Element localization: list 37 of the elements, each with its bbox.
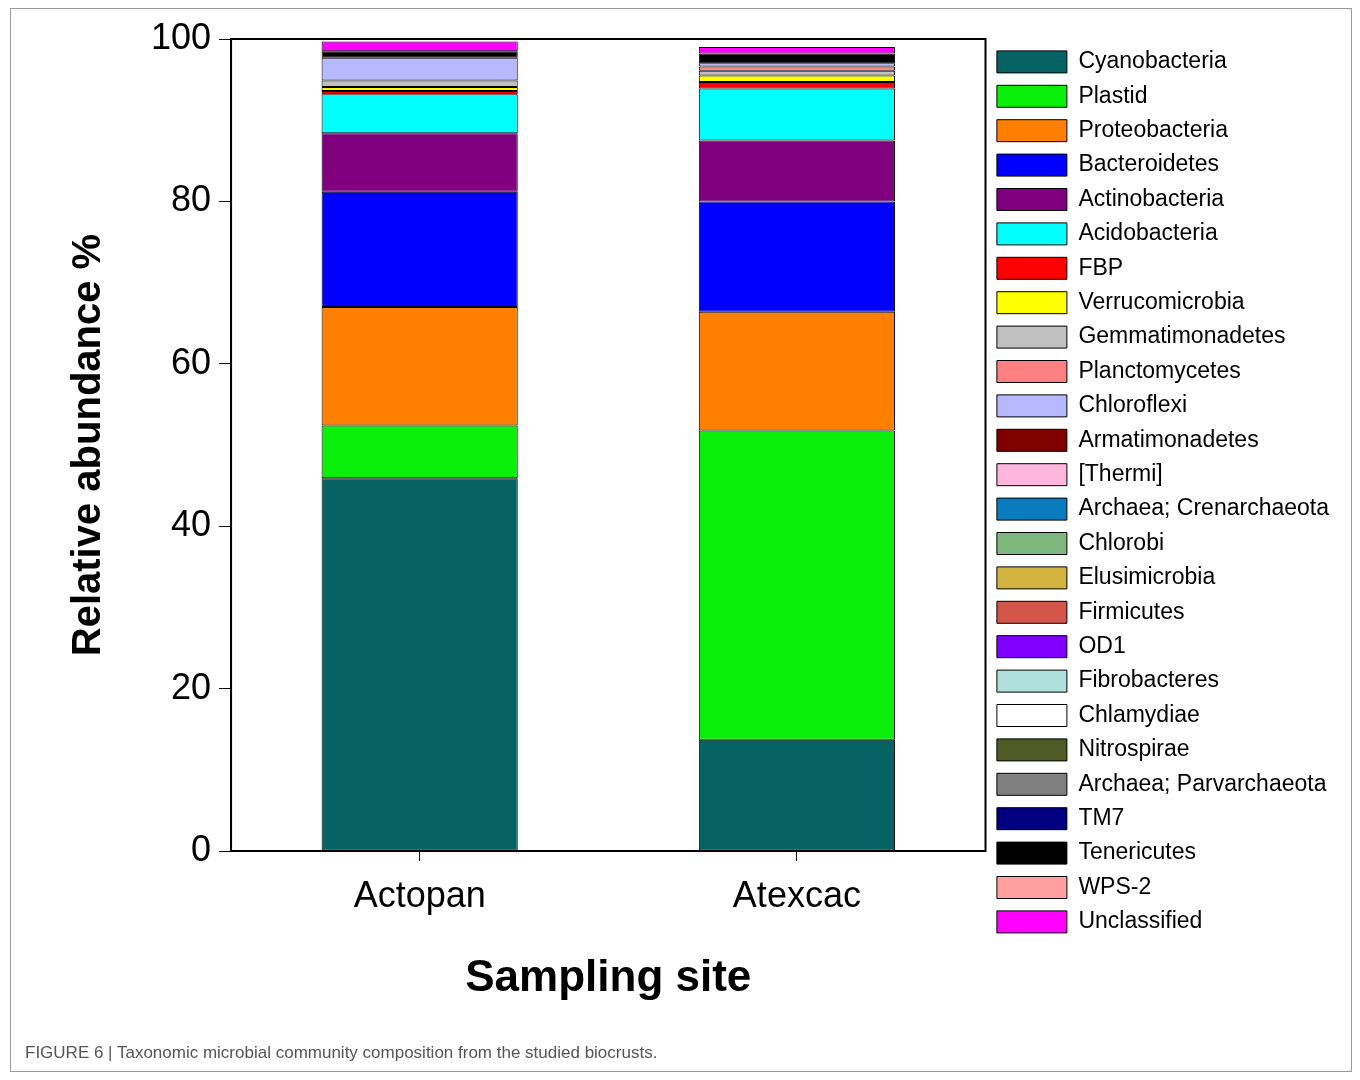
- legend-label: Gemmatimonadetes: [1078, 322, 1286, 349]
- y-tick-label: 100: [150, 15, 212, 57]
- y-tick-label: 40: [171, 503, 212, 545]
- x-tick-label: Atexcac: [732, 873, 861, 915]
- legend-label: Tenericutes: [1078, 838, 1197, 865]
- legend-label: Verrucomicrobia: [1078, 288, 1245, 315]
- legend-label: Bacteroidetes: [1078, 150, 1220, 177]
- legend-label: Firmicutes: [1078, 597, 1185, 624]
- legend-label: Chloroflexi: [1078, 391, 1188, 418]
- legend-label: Archaea; Parvarchaeota: [1078, 769, 1327, 796]
- legend-label: FBP: [1078, 253, 1124, 280]
- legend-label: Chlorobi: [1078, 528, 1165, 555]
- y-axis-title: Relative abundance %: [64, 233, 109, 657]
- legend-label: [Thermi]: [1078, 460, 1163, 487]
- caption: FIGURE 6 | Taxonomic microbial community composition from the studied biocrusts.: [25, 1043, 659, 1063]
- legend-label: Elusimicrobia: [1078, 563, 1216, 590]
- legend-label: Plastid: [1078, 81, 1148, 108]
- x-axis-title: Sampling site: [465, 950, 752, 1000]
- legend-label: Nitrospirae: [1078, 735, 1190, 762]
- y-tick-label: 20: [171, 665, 212, 707]
- legend-label: Proteobacteria: [1078, 116, 1229, 143]
- legend-label: Chlamydiae: [1078, 700, 1200, 727]
- legend-label: OD1: [1078, 632, 1126, 659]
- legend-label: Unclassified: [1078, 907, 1203, 934]
- legend-label: Planctomycetes: [1078, 356, 1241, 383]
- legend-label: Armatimonadetes: [1078, 425, 1259, 452]
- x-tick-label: Actopan: [353, 873, 486, 915]
- y-tick-label: 80: [171, 178, 212, 220]
- legend-label: Fibrobacteres: [1078, 666, 1220, 693]
- legend-label: WPS-2: [1078, 872, 1152, 899]
- legend-label: Actinobacteria: [1078, 184, 1225, 211]
- legend-label: TM7: [1078, 804, 1125, 831]
- y-tick-label: 0: [191, 827, 212, 869]
- legend-label: Acidobacteria: [1078, 219, 1218, 246]
- legend-label: Archaea; Crenarchaeota: [1078, 494, 1330, 521]
- legend-label: Cyanobacteria: [1078, 47, 1227, 74]
- y-tick-label: 60: [171, 340, 212, 382]
